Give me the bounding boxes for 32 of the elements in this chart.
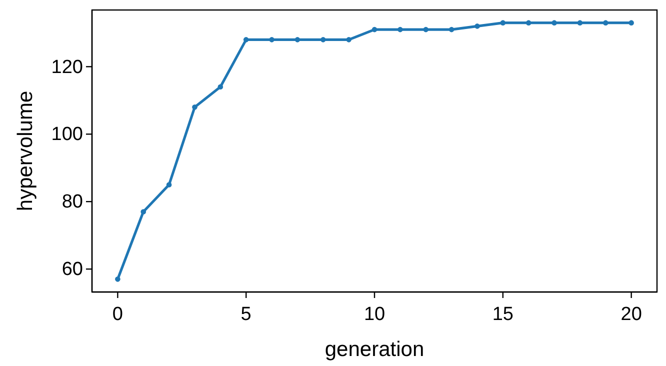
point xyxy=(372,26,378,32)
y-axis-title: hypervolume xyxy=(14,90,37,212)
point xyxy=(243,37,249,42)
point xyxy=(602,20,608,26)
point xyxy=(500,20,506,26)
x-tick-label: 5 xyxy=(240,304,252,325)
point xyxy=(448,26,454,32)
point xyxy=(269,37,274,42)
x-axis-title: generation xyxy=(324,338,424,361)
point xyxy=(294,37,300,42)
y-tick-label: 120 xyxy=(51,56,83,78)
point xyxy=(423,26,429,32)
point xyxy=(140,209,146,214)
point xyxy=(192,104,198,110)
x-tick-label: 10 xyxy=(364,304,386,325)
point xyxy=(628,20,634,26)
point xyxy=(320,37,326,42)
point xyxy=(474,24,480,29)
x-tick-label: 0 xyxy=(112,304,123,325)
y-tick-label: 100 xyxy=(51,124,83,146)
y-tick-label: 60 xyxy=(62,259,83,280)
point xyxy=(115,276,120,282)
x-tick-label: 15 xyxy=(492,304,514,325)
point xyxy=(577,20,583,26)
point xyxy=(398,26,403,32)
y-tick-label: 80 xyxy=(62,192,83,213)
point xyxy=(526,20,532,26)
x-tick-label: 20 xyxy=(620,304,642,325)
point xyxy=(166,182,172,188)
point xyxy=(218,84,224,90)
point xyxy=(552,20,557,26)
point xyxy=(346,37,352,42)
